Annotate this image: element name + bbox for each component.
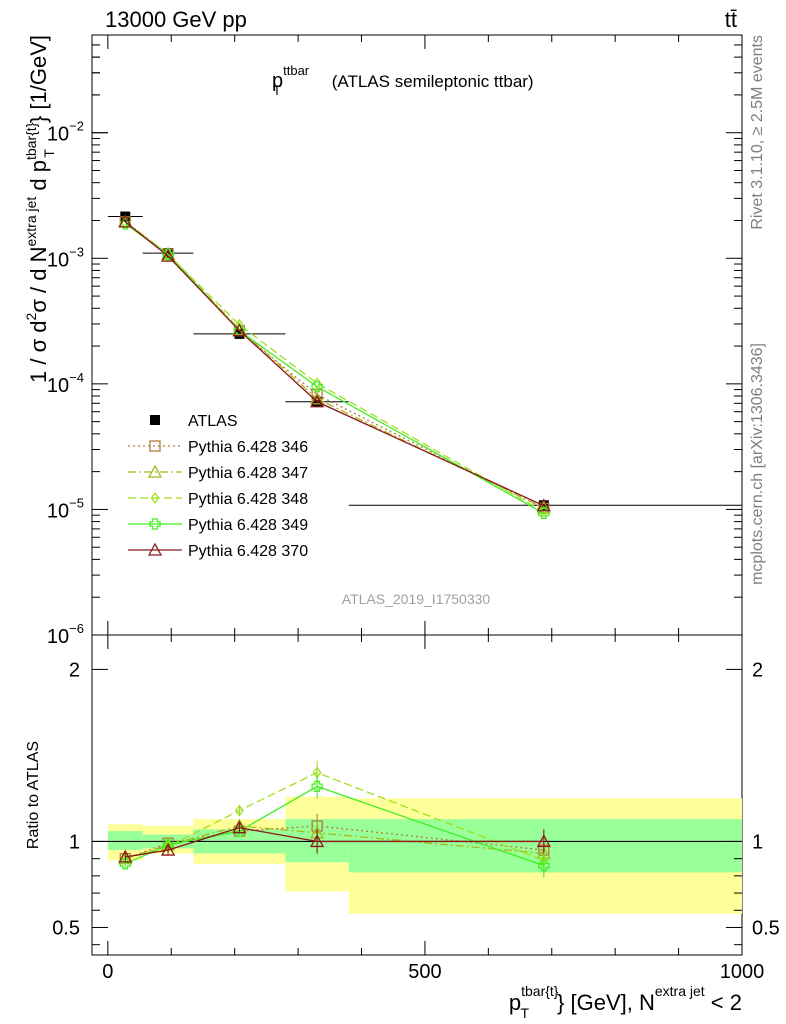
legend-item-0: ATLAS	[150, 413, 238, 430]
ratio-series-line	[125, 825, 544, 860]
ratio-ytick-label-1: 1	[69, 831, 80, 853]
legend-label: ATLAS	[188, 413, 238, 430]
marker-open-triangle	[118, 849, 133, 863]
marker-open-square	[149, 440, 161, 452]
marker-open-triangle	[118, 214, 133, 228]
main-ytick-label-1: 10−3	[47, 244, 84, 271]
marker-open-triangle	[232, 323, 247, 337]
ratio-bands	[92, 796, 742, 914]
xtick-label-1: 500	[408, 961, 441, 983]
main-series-line	[124, 221, 545, 507]
marker-open-diamond	[235, 804, 244, 817]
marker-open-cross	[538, 859, 550, 872]
ratio-ytick-label-0: 0.5	[52, 917, 80, 939]
legend-item-1: Pythia 6.428 346	[128, 439, 308, 456]
mcplots-label: mcplots.cern.ch [arXiv:1306.3436]	[749, 343, 766, 585]
main-ytick-label-0: 10−2	[47, 119, 84, 146]
marker-open-diamond	[150, 491, 160, 505]
marker-open-cross	[311, 381, 323, 393]
xlabel: ptbar{t} T} [GeV], Nextra jet < 2	[509, 983, 742, 1021]
marker-open-cross	[149, 518, 161, 530]
legend-item-3: Pythia 6.428 348	[128, 491, 308, 508]
marker-open-triangle	[147, 464, 163, 478]
ratio-plot-frame	[91, 634, 743, 956]
marker-open-triangle	[310, 394, 325, 408]
main-ytick-label-4: 10−6	[47, 621, 84, 648]
marker-open-triangle	[147, 542, 163, 556]
legend-label: Pythia 6.428 346	[188, 439, 308, 456]
marker-open-triangle	[310, 834, 325, 848]
marker-filled-square	[163, 248, 174, 259]
marker-open-triangle	[536, 498, 551, 512]
main-ytick-label-base: 10	[47, 375, 69, 397]
main-series-3	[120, 216, 549, 518]
marker-open-square	[311, 389, 323, 401]
main-series-line	[124, 221, 545, 509]
main-series-line	[124, 222, 545, 513]
marker-open-triangle	[161, 842, 176, 856]
watermark: ATLAS_2019_I1750330	[342, 591, 491, 607]
ratio-ytick-label-right-1: 1	[752, 831, 763, 853]
main-ytick-label-exp: −4	[69, 370, 84, 385]
legend-label: Pythia 6.428 347	[188, 465, 308, 482]
main-ylabel: 1 / σ d2σ / d Nextra jet d ptbar{t} T} [1…	[23, 35, 57, 383]
main-axes: 10−210−310−410−510−6	[47, 34, 743, 648]
xtick-label-2: 1000	[720, 961, 765, 983]
main-title-base: p	[272, 70, 283, 92]
legend: ATLAS Pythia 6.428 346 Pythia 6.428 347 Pyt…	[128, 413, 308, 560]
main-title-sub: T	[273, 83, 281, 98]
marker-open-triangle	[536, 834, 551, 848]
marker-filled-square	[150, 415, 160, 425]
main-ytick-label-exp: −3	[69, 244, 84, 259]
main-ytick-label-exp: −6	[69, 621, 84, 636]
main-title-sup: ttbar	[283, 63, 310, 78]
main-ytick-label-base: 10	[47, 500, 69, 522]
ratio-ytick-label-right-0: 0.5	[752, 917, 780, 939]
main-ytick-label-base: 10	[47, 249, 69, 271]
legend-item-2: Pythia 6.428 347	[128, 464, 308, 482]
main-ytick-label-base: 10	[47, 124, 69, 146]
xtick-label-0: 0	[102, 961, 113, 983]
legend-item-4: Pythia 6.428 349	[128, 517, 308, 534]
marker-open-cross	[119, 218, 131, 230]
main-series-5	[118, 214, 551, 512]
ratio-axes: 0.5 0.5 1 1 2 2 0 500 1000	[52, 635, 780, 983]
main-series-1	[119, 216, 550, 514]
band-inner-4	[348, 819, 742, 873]
ratio-ytick-label-2: 2	[69, 659, 80, 681]
legend-item-5: Pythia 6.428 370	[128, 542, 308, 560]
main-series-4	[119, 218, 550, 520]
header-right: tt̄	[725, 7, 737, 32]
main-title: pttbar T (ATLAS semileptonic ttbar)	[272, 63, 534, 98]
main-ytick-label-exp: −5	[69, 495, 84, 510]
main-ytick-label-3: 10−5	[47, 495, 84, 522]
main-ytick-label-base: 10	[47, 626, 69, 648]
ratio-series-layer	[118, 760, 551, 878]
legend-label: Pythia 6.428 348	[188, 491, 308, 508]
marker-open-triangle	[232, 820, 247, 834]
main-title-rest: (ATLAS semileptonic ttbar)	[327, 72, 534, 91]
marker-open-triangle	[161, 248, 176, 262]
header-left: 13000 GeV pp	[105, 7, 247, 32]
main-series-layer	[107, 211, 742, 520]
ratio-ytick-label-right-2: 2	[752, 659, 763, 681]
marker-open-cross	[311, 780, 323, 793]
ratio-series-4	[118, 820, 551, 863]
legend-label: Pythia 6.428 349	[188, 517, 308, 534]
main-ytick-label-exp: −2	[69, 119, 84, 134]
band-inner-0	[107, 831, 143, 851]
legend-label: Pythia 6.428 370	[188, 543, 308, 560]
main-ytick-label-2: 10−4	[47, 370, 84, 397]
main-series-2	[118, 214, 551, 514]
ratio-ylabel: Ratio to ATLAS	[25, 741, 42, 849]
rivet-label: Rivet 3.1.10, ≥ 2.5M events	[749, 35, 766, 230]
